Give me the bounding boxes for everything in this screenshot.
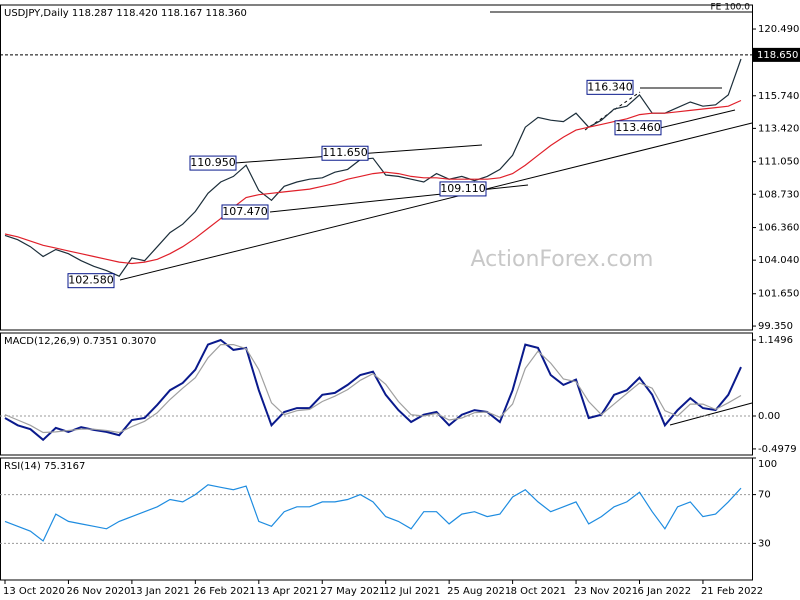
annotation-box bbox=[189, 155, 237, 171]
series-line bbox=[4, 344, 742, 434]
x-tick-label: 26 Feb 2021 bbox=[193, 586, 255, 597]
y-tick-label: 120.490 bbox=[758, 24, 799, 35]
y-tick-label: 113.420 bbox=[758, 123, 799, 134]
trend-line bbox=[669, 402, 753, 426]
x-tick-label: 27 May 2021 bbox=[320, 586, 385, 597]
x-tick-label: 8 Oct 2021 bbox=[511, 586, 566, 597]
annotation-label: 110.950 bbox=[190, 156, 236, 169]
annotation-box bbox=[586, 79, 634, 95]
pane-title: USDJPY,Daily 118.287 118.420 118.167 118… bbox=[4, 8, 247, 19]
series-line bbox=[4, 484, 742, 542]
series-line bbox=[4, 58, 742, 277]
y-tick-label: -0.4979 bbox=[758, 444, 797, 455]
x-tick-label: 12 Jul 2021 bbox=[384, 586, 441, 597]
annotation-box bbox=[221, 204, 269, 220]
pane-border bbox=[0, 457, 753, 581]
y-tick-label: 106.360 bbox=[758, 223, 799, 234]
annotation-label: 102.580 bbox=[68, 274, 114, 287]
annotation-label: 107.470 bbox=[222, 205, 268, 218]
annotation-label: 111.650 bbox=[322, 146, 368, 159]
annotation-box bbox=[67, 273, 115, 289]
trend-line bbox=[659, 109, 736, 129]
pane-title: RSI(14) 75.3167 bbox=[4, 461, 85, 472]
x-tick-label: 25 Aug 2021 bbox=[447, 586, 511, 597]
annotation-box bbox=[439, 181, 487, 197]
annotation-label: 116.340 bbox=[587, 80, 633, 93]
x-tick-label: 13 Apr 2021 bbox=[257, 586, 319, 597]
y-tick-label: 101.650 bbox=[758, 289, 799, 300]
fe-label: FE 100.0 bbox=[711, 3, 751, 13]
y-tick-label: 100 bbox=[758, 459, 777, 470]
pane-border bbox=[0, 332, 753, 456]
pane-title: MACD(12,26,9) 0.7351 0.3070 bbox=[4, 336, 156, 347]
y-tick-label: 104.040 bbox=[758, 255, 799, 266]
y-tick-label: 30 bbox=[758, 538, 771, 549]
y-tick-label: 108.730 bbox=[758, 189, 799, 200]
x-tick-label: 21 Feb 2022 bbox=[701, 586, 763, 597]
annotation-box bbox=[614, 120, 662, 136]
y-tick-label: 1.1496 bbox=[758, 335, 793, 346]
y-tick-label: 99.350 bbox=[758, 321, 793, 332]
trend-line bbox=[119, 122, 753, 281]
series-line bbox=[4, 338, 742, 442]
price-label: 118.650 bbox=[757, 50, 798, 61]
pane-border bbox=[0, 4, 753, 331]
y-tick-label: 0.00 bbox=[758, 411, 780, 422]
annotation-label: 109.110 bbox=[440, 182, 486, 195]
x-tick-label: 13 Jan 2021 bbox=[130, 586, 190, 597]
y-tick-label: 111.050 bbox=[758, 157, 799, 168]
x-tick-label: 6 Jan 2022 bbox=[638, 586, 692, 597]
trend-line bbox=[584, 91, 641, 131]
x-tick-label: 13 Oct 2020 bbox=[3, 586, 65, 597]
y-tick-label: 115.740 bbox=[758, 91, 799, 102]
x-tick-label: 23 Nov 2021 bbox=[574, 586, 638, 597]
x-tick-label: 26 Nov 2020 bbox=[66, 586, 130, 597]
annotation-label: 113.460 bbox=[615, 121, 661, 134]
price-box bbox=[753, 47, 800, 62]
y-tick-label: 70 bbox=[758, 490, 771, 501]
annotation-box bbox=[321, 145, 369, 161]
watermark: ActionForex.com bbox=[471, 247, 654, 272]
